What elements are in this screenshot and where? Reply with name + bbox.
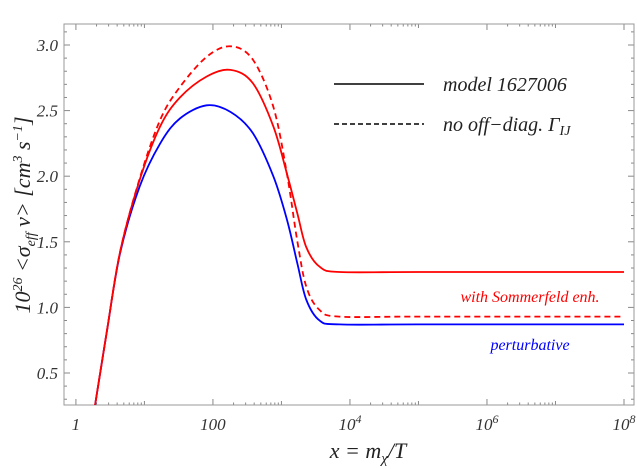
legend-label-dashed: no off−diag. ΓIJ	[443, 114, 571, 139]
series-perturbative	[94, 104, 624, 405]
x-tick-label: 1	[72, 415, 81, 434]
y-tick-labels: 0.5 1.0 1.5 2.0 2.5 3.0	[36, 36, 59, 383]
series-sommerfeld	[94, 68, 624, 405]
x-tick-labels: 1 100 104 106 108	[72, 412, 636, 434]
series-sommerfeld-no-offdiag	[94, 45, 624, 405]
annotation-sommerfeld: with Sommerfeld enh.	[460, 289, 599, 306]
plot-frame	[63, 23, 635, 406]
y-tick-label: 0.5	[37, 364, 58, 383]
curves	[94, 45, 624, 405]
x-tick-label: 108	[612, 412, 635, 434]
y-tick-label: 2.0	[37, 167, 59, 186]
y-tick-label: 1.0	[37, 298, 59, 317]
y-tick-label: 3.0	[36, 36, 59, 55]
x-tick-label: 104	[338, 412, 361, 434]
x-tick-label: 106	[475, 412, 498, 434]
x-tick-label: 100	[200, 415, 226, 434]
y-tick-label: 1.5	[37, 233, 58, 252]
x-axis-label: x = mχ/T	[329, 438, 408, 467]
legend-label-solid: model 1627006	[443, 74, 567, 96]
y-axis-label: 1026 <σeff v> [cm3 s−1]	[10, 116, 39, 313]
annotation-perturbative: perturbative	[489, 337, 569, 354]
y-tick-label: 2.5	[37, 102, 58, 121]
legend: model 1627006 no off−diag. ΓIJ	[334, 74, 571, 139]
